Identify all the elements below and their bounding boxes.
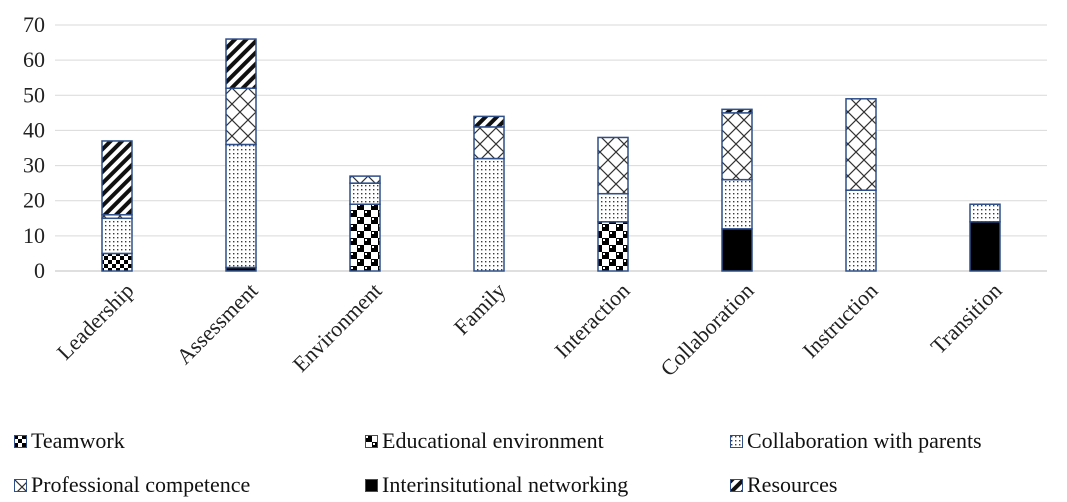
x-category-label: Instruction [797, 278, 882, 363]
grid-lines [55, 24, 1047, 272]
legend-swatch [14, 478, 27, 492]
y-tick-label: 70 [23, 12, 45, 37]
bar-segment-educational-environment [597, 221, 629, 272]
x-category-label: Environment [288, 278, 387, 377]
bar-segment-collaboration-with-parents [349, 182, 381, 205]
chart-legend: Teamwork Educational environment Collabora… [0, 420, 1067, 502]
bar-segment-collaboration-with-parents [969, 203, 1001, 223]
bar-segment-collaboration-with-parents [101, 217, 133, 255]
bar-segment-resources [721, 108, 753, 114]
x-category-label: Leadership [52, 278, 139, 365]
bar-segment-collaboration-with-parents [473, 157, 505, 272]
x-category-label: Assessment [171, 278, 262, 369]
bar-segment-resources [101, 140, 133, 216]
legend-label: Teamwork [31, 428, 125, 453]
stacked-bar-chart: 0 10 20 30 40 50 60 70 Leadership Assessment Envi… [23, 12, 1047, 381]
bar-segment-professional-competence [473, 126, 505, 160]
legend-item: Teamwork [14, 426, 125, 456]
bar-segment-collaboration-with-parents [845, 189, 877, 272]
legend-swatch [730, 434, 743, 448]
legend-label: Collaboration with parents [747, 428, 982, 453]
y-tick-label: 50 [23, 82, 45, 107]
x-category-label: Collaboration [655, 278, 758, 381]
x-axis-labels: Leadership Assessment Environment Family Int… [52, 278, 1007, 381]
y-tick-label: 60 [23, 47, 45, 72]
x-category-label: Family [449, 278, 511, 340]
bar-segment-interinsitutional-networking [721, 228, 753, 272]
y-tick-label: 10 [23, 223, 45, 248]
x-category-label: Transition [925, 278, 1006, 359]
bar-segment-collaboration-with-parents [225, 143, 257, 269]
bar-segment-interinsitutional-networking [969, 221, 1001, 272]
y-axis-ticks: 0 10 20 30 40 50 60 70 [23, 12, 45, 283]
bar-segment-teamwork [101, 252, 133, 272]
bar-segment-professional-competence [225, 87, 257, 146]
legend-item: Educational environment [365, 426, 604, 456]
legend-swatch [365, 478, 378, 492]
legend-label: Professional competence [31, 472, 251, 497]
bars [101, 38, 1001, 272]
bar-segment-collaboration-with-parents [597, 192, 629, 223]
legend-swatch [365, 434, 378, 448]
y-tick-label: 20 [23, 188, 45, 213]
legend-item: Interinsitutional networking [365, 470, 628, 500]
bar-segment-professional-competence [721, 112, 753, 181]
legend-label: Educational environment [382, 428, 604, 453]
legend-item: Resources [730, 470, 837, 500]
bar-segment-educational-environment [349, 203, 381, 272]
bar-segment-professional-competence [349, 175, 381, 184]
y-tick-label: 40 [23, 117, 45, 142]
y-tick-label: 0 [34, 258, 45, 283]
bar-segment-collaboration-with-parents [721, 178, 753, 230]
bar-segment-professional-competence [597, 136, 629, 195]
legend-item: Collaboration with parents [730, 426, 982, 456]
legend-item: Professional competence [14, 470, 250, 500]
legend-swatch [14, 434, 27, 448]
legend-label: Interinsitutional networking [382, 472, 629, 497]
bar-segment-professional-competence [845, 98, 877, 191]
bar-segment-resources [225, 38, 257, 90]
x-category-label: Interaction [549, 278, 634, 363]
bar-segment-resources [473, 115, 505, 128]
legend-label: Resources [747, 472, 838, 497]
legend-swatch [730, 478, 743, 492]
y-tick-label: 30 [23, 153, 45, 178]
